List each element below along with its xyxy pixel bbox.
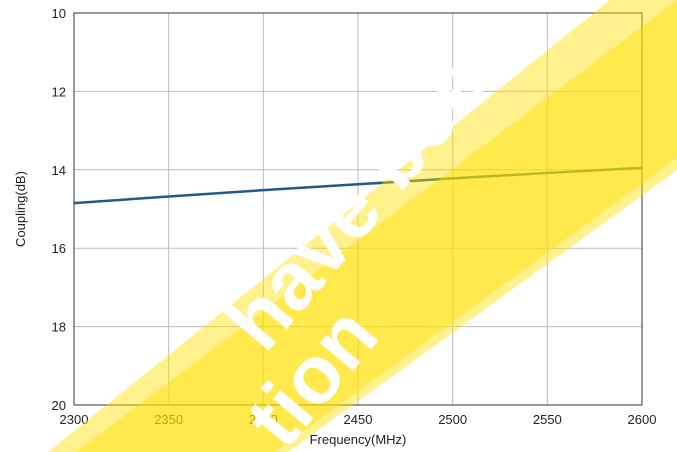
- y-tick-label: 12: [52, 84, 66, 99]
- plot-frame: [73, 12, 643, 406]
- series-line: [73, 166, 643, 205]
- y-tick-label: 16: [52, 241, 66, 256]
- x-tick-label: 2500: [438, 412, 467, 427]
- watermark-banner-band: [48, 0, 677, 452]
- y-axis-label: Coupling(dB): [13, 171, 28, 247]
- x-tick-label: 2400: [249, 412, 278, 427]
- x-tick-label: 2550: [533, 412, 562, 427]
- x-tick-label: 2600: [628, 412, 657, 427]
- y-tick-label: 14: [52, 163, 66, 178]
- x-tick-label: 2350: [154, 412, 183, 427]
- y-tick-label: 18: [52, 320, 66, 335]
- x-axis-label: Frequency(MHz): [310, 432, 407, 447]
- y-tick-label: 20: [52, 398, 66, 413]
- x-tick-label: 2450: [344, 412, 373, 427]
- series-layer: [73, 166, 643, 205]
- x-tick-labels: 2300 2350 2400 2450 2500 2550 2600: [60, 412, 657, 427]
- y-tick-labels: 10 12 14 16 18 20: [52, 6, 66, 413]
- x-tick-label: 2300: [60, 412, 89, 427]
- y-tick-label: 10: [52, 6, 66, 21]
